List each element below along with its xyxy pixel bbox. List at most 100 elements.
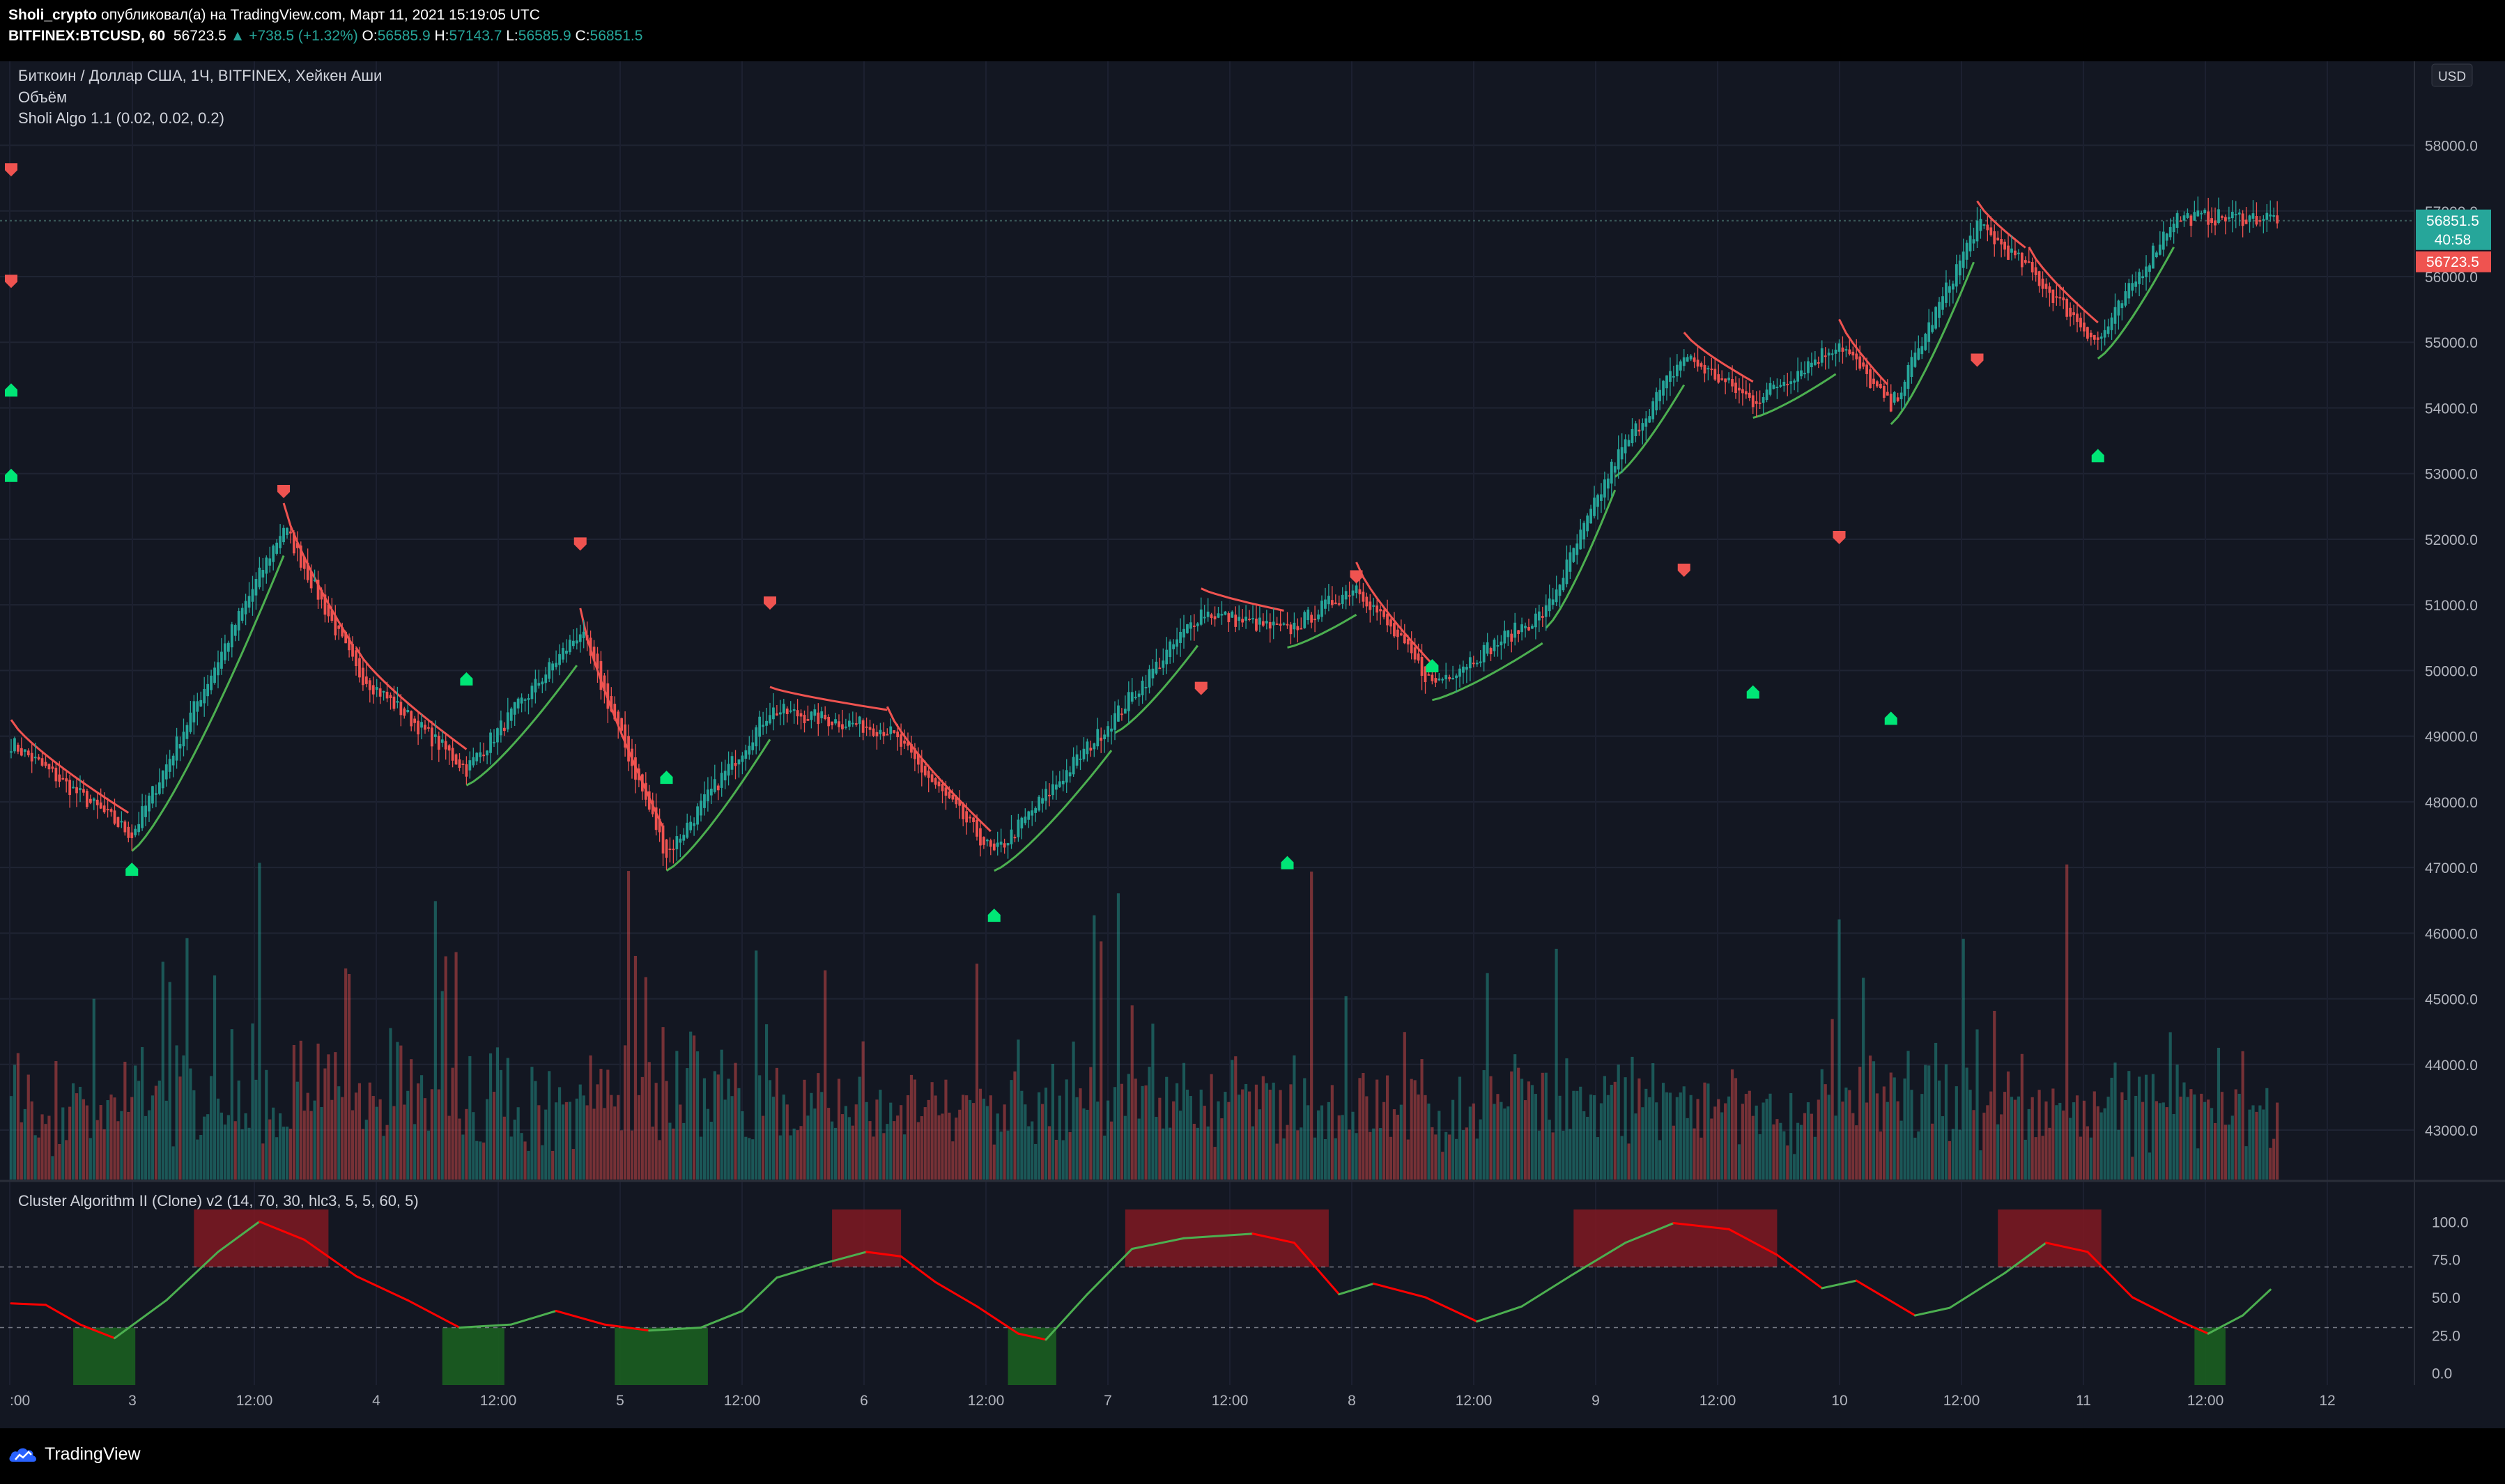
volume-bar bbox=[1500, 1102, 1503, 1180]
volume-bar bbox=[1606, 1095, 1610, 1180]
candle-body bbox=[279, 536, 282, 548]
time-tick-label: 4 bbox=[372, 1393, 380, 1409]
price-tick-label: 54000.0 bbox=[2425, 401, 2478, 417]
time-tick-label: 12:00 bbox=[724, 1393, 761, 1409]
candle-body bbox=[603, 675, 606, 692]
chart-canvas[interactable]: 58000.057000.056000.055000.054000.053000… bbox=[0, 61, 2505, 1428]
time-tick-label: 7 bbox=[1104, 1393, 1112, 1409]
candle-body bbox=[2086, 327, 2089, 339]
candle-body bbox=[772, 707, 775, 720]
volume-bar bbox=[831, 1121, 834, 1180]
candle-body bbox=[727, 764, 730, 776]
volume-bar bbox=[78, 1086, 82, 1180]
algo-legend[interactable]: Sholi Algo 1.1 (0.02, 0.02, 0.2) bbox=[18, 109, 224, 127]
volume-bar bbox=[1047, 1126, 1051, 1180]
volume-bar bbox=[226, 1115, 230, 1180]
volume-bar bbox=[1668, 1092, 1672, 1180]
time-tick-label: 12:00 bbox=[968, 1393, 1005, 1409]
tradingview-logo[interactable]: TradingView bbox=[8, 1444, 141, 1464]
candle-body bbox=[962, 803, 965, 819]
candle-body bbox=[1137, 693, 1141, 697]
candle-body bbox=[496, 728, 499, 743]
candle-body bbox=[1348, 595, 1351, 597]
candle-body bbox=[385, 691, 389, 699]
publication-header: Sholi_crypto опубликовал(а) на TradingVi… bbox=[0, 0, 2505, 61]
candle-body bbox=[1582, 523, 1586, 540]
volume-bar bbox=[210, 1076, 213, 1180]
candle-body bbox=[1441, 679, 1444, 681]
volume-bar bbox=[1392, 1109, 1396, 1180]
candle-body bbox=[1169, 641, 1172, 658]
volume-bar bbox=[644, 977, 647, 1180]
oscillator-line bbox=[258, 1220, 306, 1241]
volume-bar bbox=[320, 1106, 323, 1180]
candle-body bbox=[1876, 381, 1879, 387]
oscillator-line bbox=[45, 1304, 82, 1326]
volume-bar bbox=[268, 1119, 272, 1180]
volume-bar bbox=[275, 1137, 279, 1180]
oscillator-line bbox=[555, 1310, 606, 1326]
volume-bar bbox=[2272, 1138, 2276, 1180]
candle-body bbox=[2124, 291, 2127, 306]
candle-body bbox=[299, 545, 302, 568]
candle-body bbox=[1600, 494, 1603, 501]
volume-bar bbox=[309, 1111, 313, 1180]
candle-body bbox=[1482, 644, 1486, 663]
candle-body bbox=[2103, 330, 2106, 338]
candle-body bbox=[551, 663, 555, 671]
candle-body bbox=[744, 750, 748, 759]
candle-body bbox=[1120, 713, 1123, 716]
volume-bar bbox=[575, 1098, 578, 1180]
volume-bar bbox=[1310, 871, 1313, 1180]
candle-body bbox=[1286, 624, 1289, 626]
volume-bar bbox=[1268, 1090, 1272, 1180]
candle-body bbox=[2186, 212, 2189, 218]
candle-body bbox=[893, 730, 896, 733]
volume-bar bbox=[1330, 1085, 1334, 1180]
candle-body bbox=[1503, 631, 1506, 644]
symbol: BITFINEX:BTCUSD, 60 bbox=[8, 28, 166, 44]
volume-bar bbox=[16, 1053, 20, 1180]
candle-body bbox=[907, 742, 909, 746]
candle-body bbox=[1651, 401, 1655, 419]
candle-body bbox=[1082, 748, 1086, 759]
volume-bar bbox=[1213, 1147, 1217, 1180]
chart-area[interactable]: 58000.057000.056000.055000.054000.053000… bbox=[0, 61, 2505, 1428]
candle-body bbox=[2182, 215, 2186, 221]
volume-legend[interactable]: Объём bbox=[18, 88, 68, 106]
candle-body bbox=[1420, 657, 1424, 677]
candle-body bbox=[1020, 817, 1024, 829]
volume-bar bbox=[1686, 1118, 1689, 1180]
symbol-legend[interactable]: Биткоин / Доллар США, 1Ч, BITFINEX, Хейк… bbox=[18, 67, 383, 84]
volume-bar bbox=[1113, 1087, 1117, 1180]
volume-bar bbox=[1530, 1085, 1534, 1180]
volume-bar bbox=[1865, 1102, 1869, 1180]
volume-bar bbox=[1472, 1103, 1475, 1180]
volume-bar bbox=[440, 991, 444, 1180]
volume-bar bbox=[1934, 1042, 1938, 1180]
candle-body bbox=[368, 680, 371, 690]
volume-bar bbox=[755, 950, 758, 1180]
sar-resistance-line bbox=[1683, 332, 1754, 383]
candle-body bbox=[2062, 297, 2065, 301]
volume-bar bbox=[1293, 1055, 1296, 1180]
candle-body bbox=[868, 727, 872, 730]
oscillator-line bbox=[458, 1323, 513, 1329]
candle-body bbox=[226, 642, 230, 652]
candle-body bbox=[2172, 223, 2175, 233]
volume-bar bbox=[1296, 1130, 1300, 1180]
candle-body bbox=[47, 764, 51, 770]
candle-body bbox=[1130, 692, 1134, 702]
author-name[interactable]: Sholi_crypto bbox=[8, 7, 98, 23]
volume-bar bbox=[189, 1068, 192, 1180]
candle-body bbox=[2076, 314, 2079, 323]
candle-body bbox=[413, 718, 417, 723]
candle-body bbox=[1699, 363, 1703, 367]
volume-bar bbox=[509, 1136, 513, 1180]
volume-bar bbox=[640, 1076, 644, 1180]
oscillator-legend[interactable]: Cluster Algorithm II (Clone) v2 (14, 70,… bbox=[18, 1192, 419, 1209]
volume-bar bbox=[585, 1105, 589, 1180]
candle-body bbox=[1648, 416, 1651, 423]
candle-body bbox=[109, 809, 113, 812]
volume-bar bbox=[1510, 1071, 1513, 1180]
